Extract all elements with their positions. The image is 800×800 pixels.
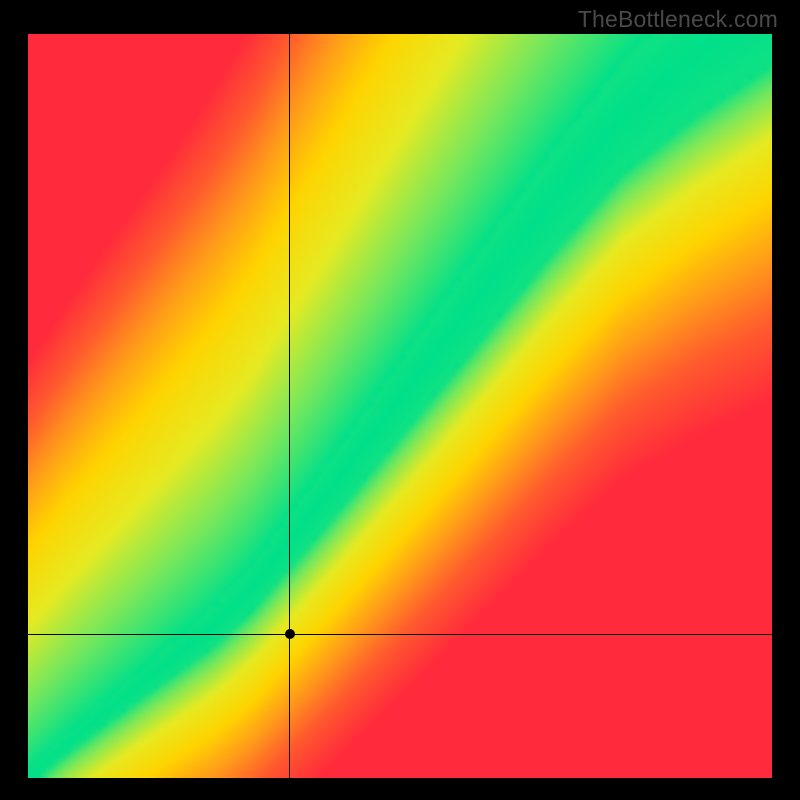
crosshair-marker [285, 629, 295, 639]
heatmap-plot [28, 34, 772, 778]
crosshair-vertical [289, 34, 290, 778]
crosshair-horizontal [28, 634, 772, 635]
watermark-text: TheBottleneck.com [578, 6, 778, 33]
heatmap-canvas [28, 34, 772, 778]
